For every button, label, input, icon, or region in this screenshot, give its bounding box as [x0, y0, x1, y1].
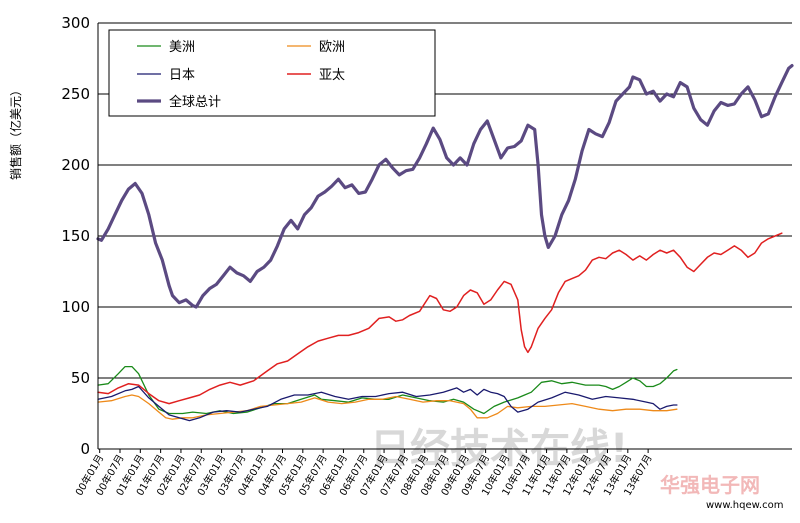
x-axis-ticks: 00年01月00年07月01年01月01年07月02年01月02年07月03年0…	[72, 449, 655, 498]
y-tick-label: 0	[80, 440, 90, 458]
watermark-url: www.hqew.com	[706, 500, 783, 511]
series-line-4	[96, 63, 794, 309]
y-tick-label: 250	[61, 85, 90, 103]
legend-box	[108, 29, 436, 117]
y-tick-label: 200	[61, 156, 90, 174]
y-tick-label: 50	[71, 369, 90, 387]
y-tick-label: 300	[61, 14, 90, 32]
series-line-2	[97, 385, 678, 422]
y-tick-label: 100	[61, 298, 90, 316]
series-line-0	[97, 365, 678, 415]
legend-label-0: 美洲	[169, 40, 195, 55]
series-line-1	[97, 394, 678, 420]
legend-label-3: 亚太	[319, 68, 345, 83]
y-axis-label: 销售额（亿美元）	[8, 84, 23, 180]
legend-label-2: 日本	[169, 68, 195, 83]
watermark-site: 华强电子网	[660, 473, 760, 497]
y-axis-ticks: 0 50 100 150 200 250 300	[61, 14, 90, 458]
legend-label-1: 欧洲	[319, 40, 345, 55]
series-layer	[96, 63, 794, 422]
y-tick-label: 150	[61, 227, 90, 245]
legend-label-4: 全球总计	[169, 94, 221, 110]
series-line-3	[97, 232, 783, 405]
